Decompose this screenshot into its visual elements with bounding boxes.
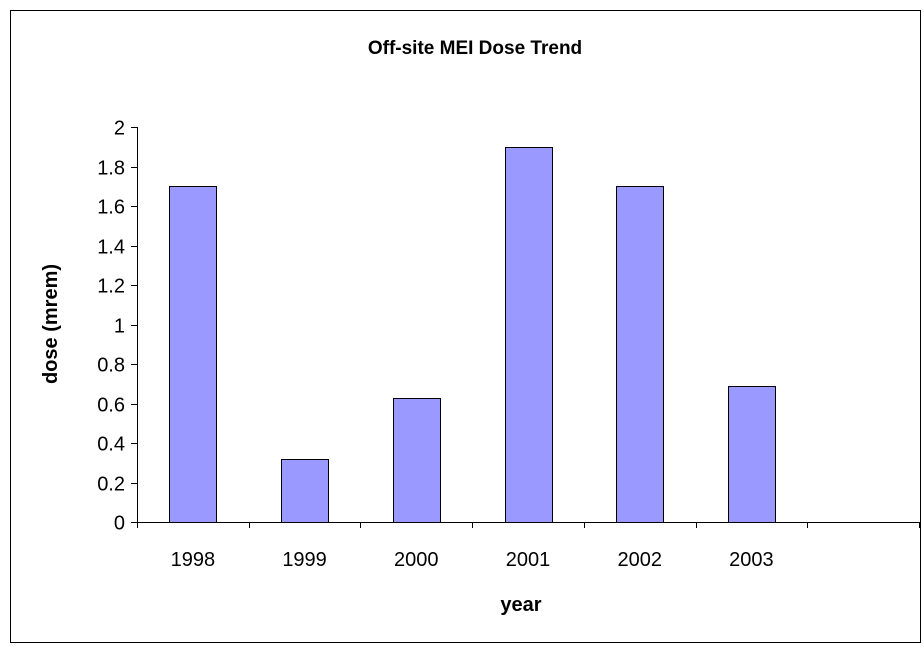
y-tick-label: 1.4	[97, 237, 125, 259]
y-axis-ticks	[131, 127, 137, 523]
x-tick-label: 2002	[617, 549, 662, 571]
bar-2002	[616, 186, 664, 523]
chart-title: Off-site MEI Dose Trend	[368, 38, 582, 59]
bar-1998	[169, 186, 217, 523]
x-tick-label: 1999	[282, 549, 327, 571]
y-axis-title: dose (mrem)	[40, 264, 62, 384]
x-tick-label: 2003	[729, 549, 774, 571]
x-axis-title: year	[500, 594, 541, 616]
bar-2000	[393, 398, 441, 523]
x-tick-label: 1998	[171, 549, 216, 571]
y-tick-label: 0.8	[97, 355, 125, 377]
y-axis-tick-labels: 0 0.2 0.4 0.6 0.8 1 1.2 1.4 1.6 1.8 2	[97, 118, 125, 535]
y-tick-label: 0.6	[97, 395, 125, 417]
x-tick-label: 2000	[394, 549, 439, 571]
y-tick-label: 2	[114, 118, 125, 140]
bars	[169, 147, 776, 523]
x-axis-tick-labels: 1998 1999 2000 2001 2002 2003	[171, 549, 774, 571]
y-tick-label: 1.6	[97, 197, 125, 219]
y-tick-label: 1.2	[97, 276, 125, 298]
x-tick-label: 2001	[506, 549, 551, 571]
bar-1999	[281, 459, 329, 523]
y-tick-label: 1.8	[97, 158, 125, 180]
y-tick-label: 0.4	[97, 434, 125, 456]
bar-2001	[505, 147, 553, 523]
y-tick-label: 0.2	[97, 474, 125, 496]
y-tick-label: 0	[114, 513, 125, 535]
chart-border	[10, 10, 921, 643]
bar-2003	[728, 386, 776, 523]
y-tick-label: 1	[114, 316, 125, 338]
